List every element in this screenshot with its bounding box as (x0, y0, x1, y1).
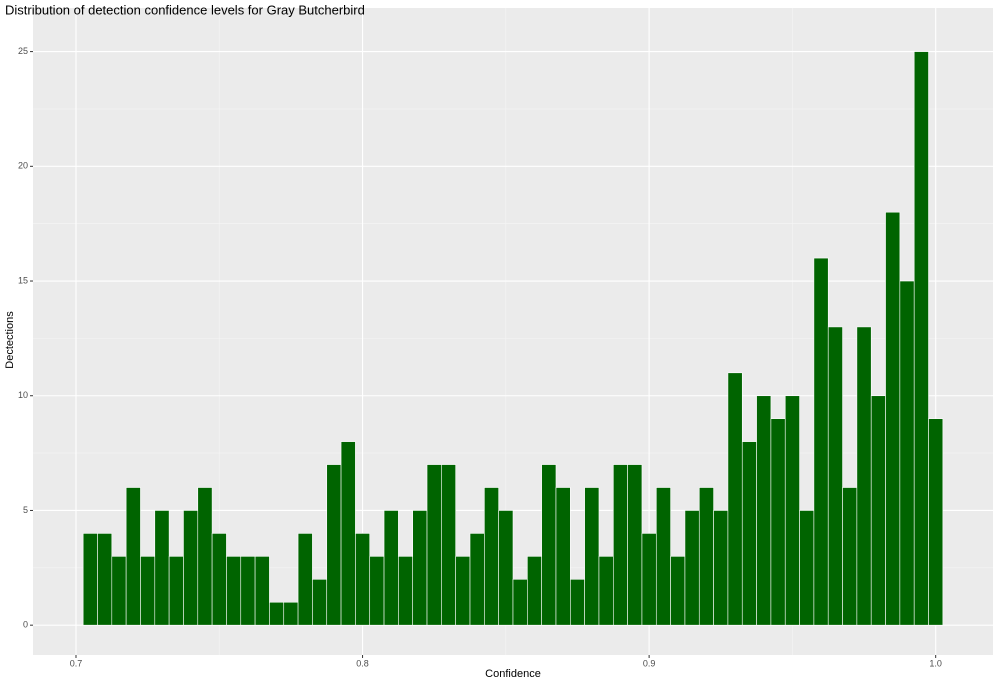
bar (928, 418, 944, 626)
bar (727, 372, 743, 626)
bar (827, 326, 843, 626)
bar (684, 510, 700, 626)
bar (455, 556, 471, 626)
bar (612, 464, 628, 626)
bar (713, 510, 729, 626)
y-tick-label: 20 (18, 161, 28, 171)
bar (211, 533, 227, 626)
bar (512, 578, 528, 626)
bar (469, 533, 485, 626)
bar (627, 464, 643, 626)
bar (570, 578, 585, 626)
bar (741, 441, 757, 626)
bar (885, 211, 901, 626)
bar (297, 533, 313, 626)
bar (784, 395, 800, 626)
x-tick-label: 0.9 (643, 658, 656, 668)
bar (183, 510, 199, 626)
bar (140, 556, 156, 626)
bars (82, 51, 944, 626)
bar (584, 487, 600, 626)
bar (756, 395, 772, 626)
y-tick-label: 10 (18, 390, 28, 400)
bar (770, 418, 786, 626)
bar (197, 487, 213, 626)
bar (226, 556, 242, 626)
bar (899, 280, 915, 626)
bar (398, 556, 414, 626)
bar (813, 257, 829, 626)
x-tick-label: 0.8 (356, 658, 369, 668)
bar (426, 464, 442, 626)
bar (383, 510, 399, 626)
bar (655, 487, 671, 626)
bar (670, 556, 686, 626)
bar (125, 487, 141, 626)
x-tick-label: 1.0 (929, 658, 942, 668)
y-tick-label: 25 (18, 46, 28, 56)
bar (312, 578, 328, 626)
bar (326, 464, 342, 626)
bar (555, 487, 571, 626)
bar (82, 533, 98, 626)
x-tick-label: 0.7 (70, 658, 83, 668)
bar (799, 510, 815, 626)
bar (527, 556, 542, 626)
bar (498, 510, 514, 626)
bar (355, 533, 371, 626)
bar (254, 556, 270, 626)
bar (340, 441, 356, 626)
bar (111, 556, 127, 626)
y-tick-label: 15 (18, 275, 28, 285)
y-tick-label: 5 (23, 505, 28, 515)
bar (484, 487, 499, 626)
y-tick-label: 0 (23, 620, 28, 630)
chart-title: Distribution of detection confidence lev… (5, 2, 365, 17)
bar (240, 556, 256, 626)
bar (441, 464, 456, 626)
bar (154, 510, 170, 626)
bar (97, 533, 113, 626)
y-axis-title: Dectections (4, 311, 16, 369)
bar (856, 326, 872, 626)
bar (641, 533, 657, 626)
bar (269, 601, 285, 626)
bar (168, 556, 184, 626)
bar (541, 464, 557, 626)
bar (870, 395, 886, 626)
bar (698, 487, 714, 626)
bar (598, 556, 614, 626)
bar (283, 601, 299, 626)
bar (412, 510, 428, 626)
bar (913, 51, 929, 626)
x-axis-title: Confidence (485, 668, 541, 680)
bar (369, 556, 385, 626)
bar (842, 487, 858, 626)
